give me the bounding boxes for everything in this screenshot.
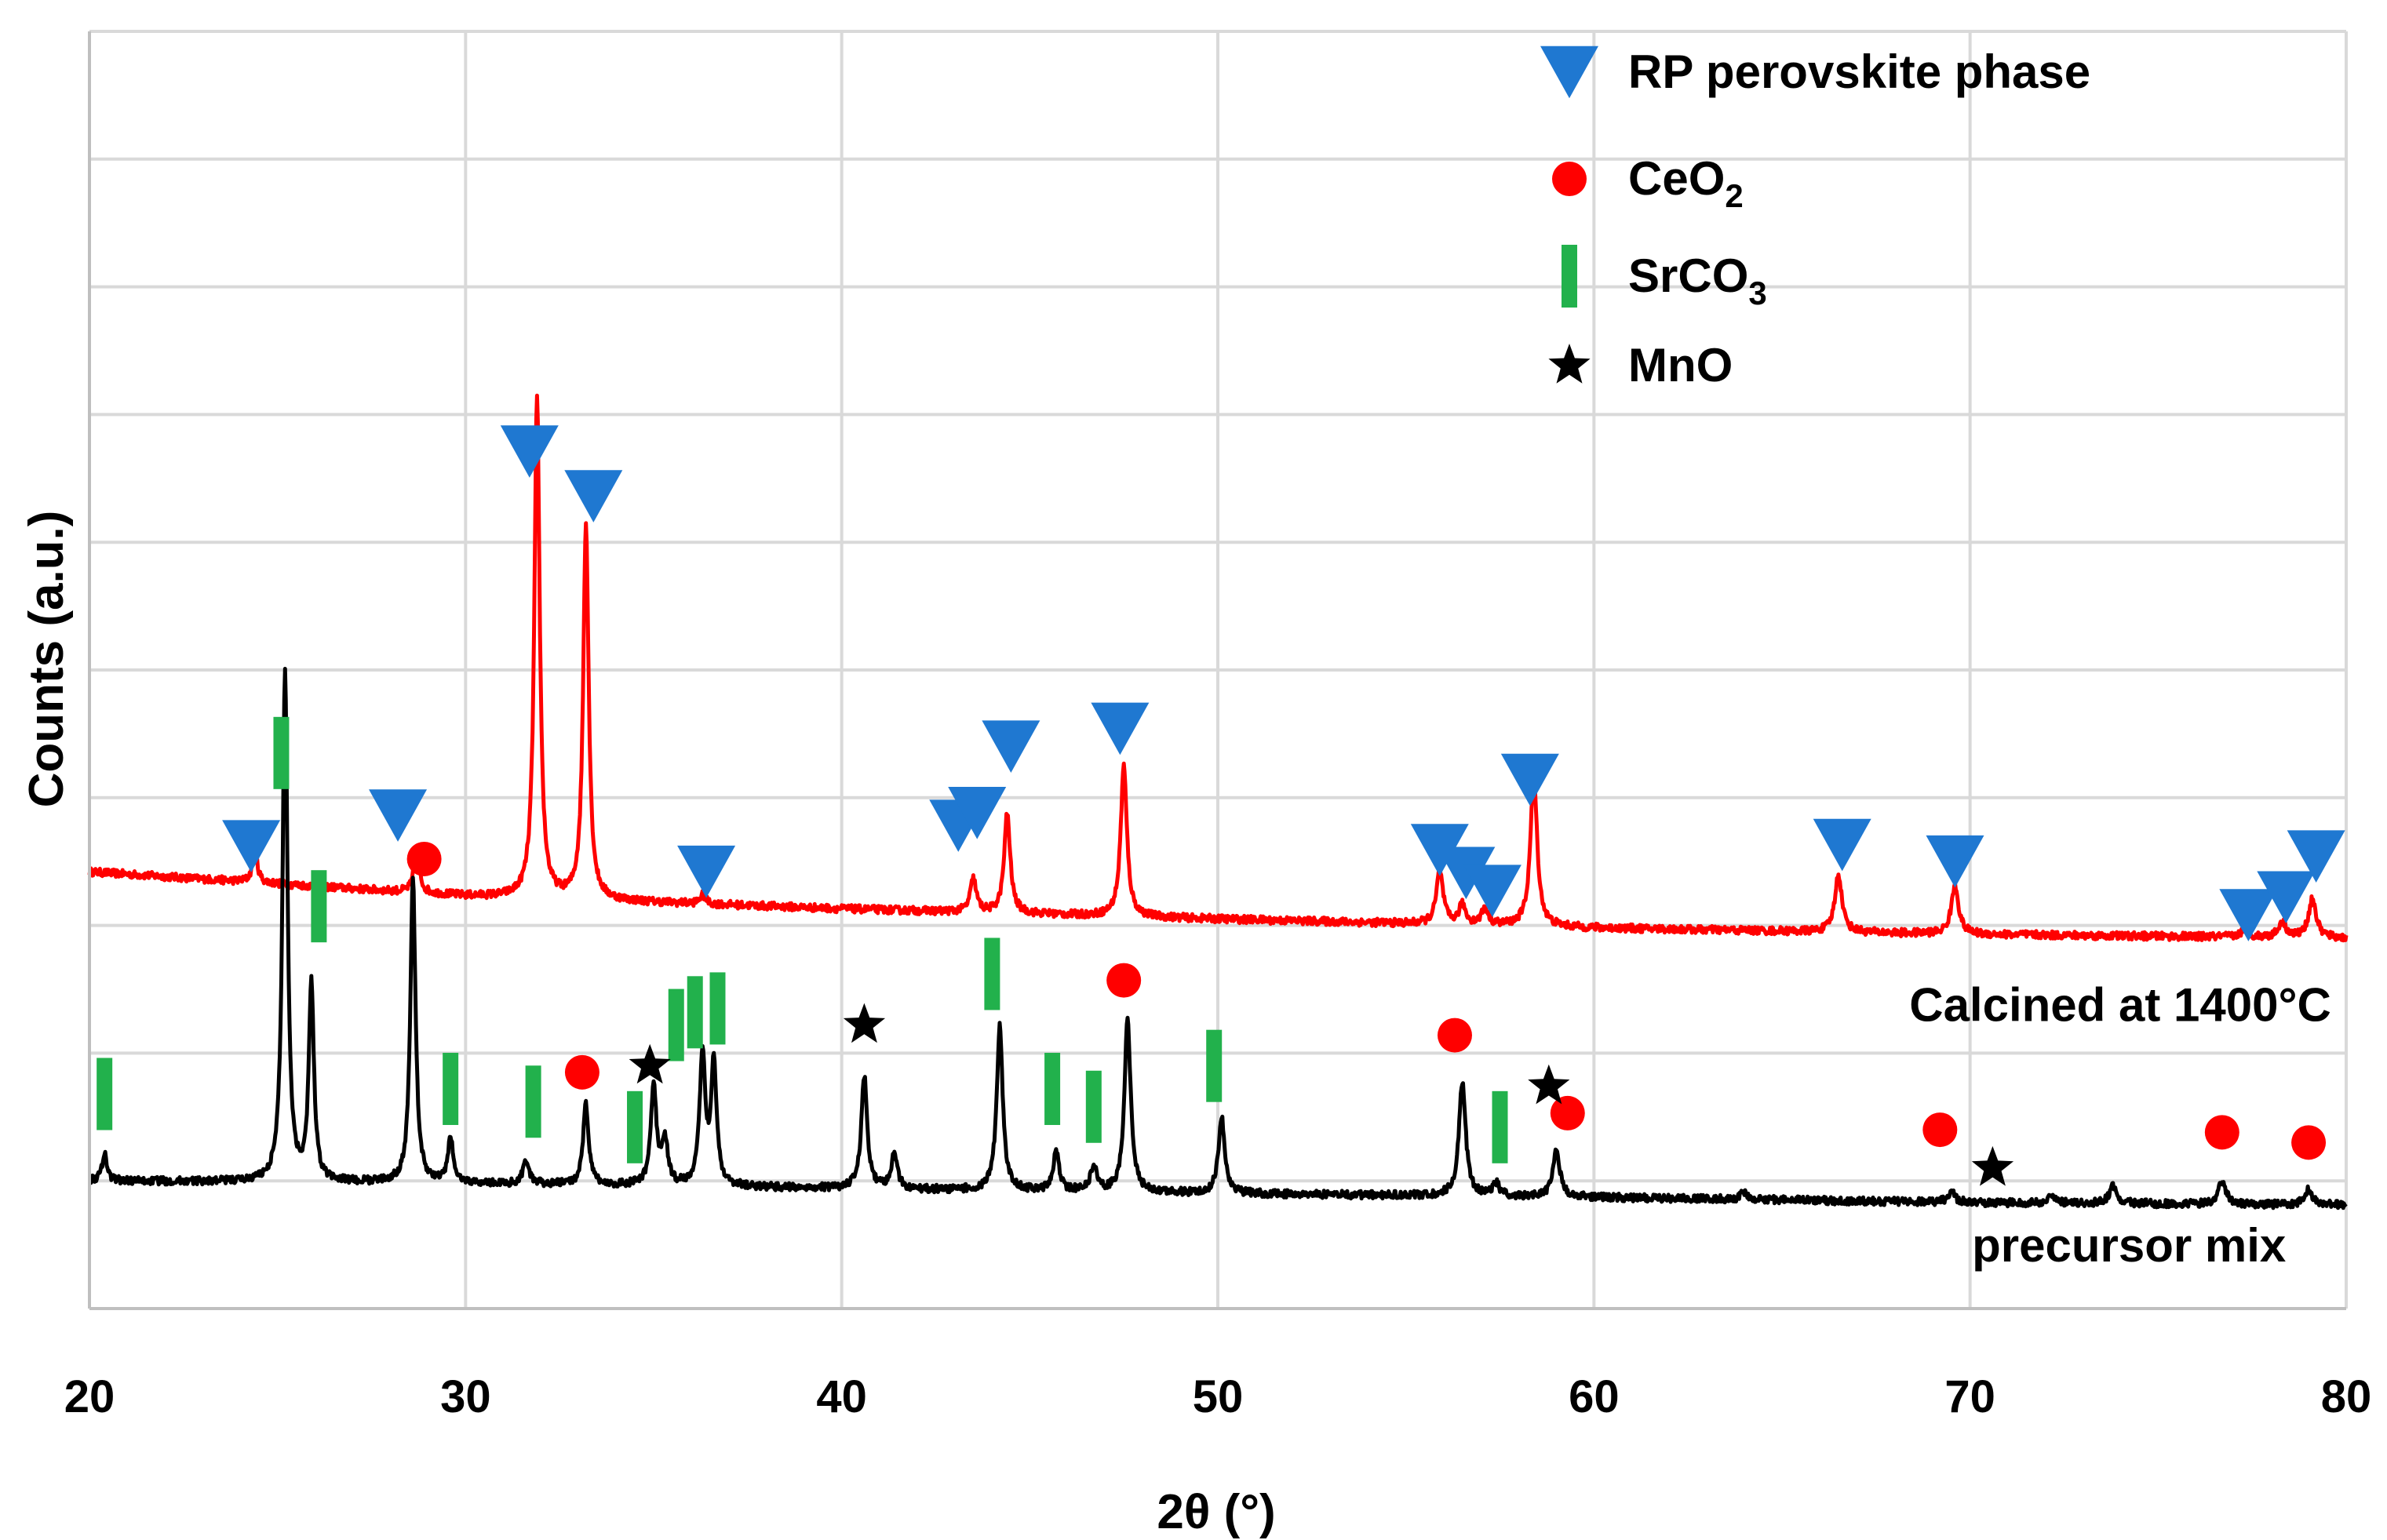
grid-lines [89, 30, 2348, 1309]
x-tick-label: 30 [440, 1371, 491, 1422]
phase-markers [97, 425, 2345, 1186]
legend-label-subscript: 3 [1748, 275, 1766, 311]
srco3-marker [1044, 1052, 1061, 1125]
ceo2-marker [1106, 963, 1142, 998]
srco3-marker [627, 1090, 643, 1163]
rp-perovskite-marker [500, 425, 559, 478]
ceo2-marker [1550, 1095, 1585, 1130]
legend-mno-icon [1548, 344, 1591, 384]
mno-marker [1528, 1064, 1570, 1105]
legend-label: SrCO3 [1628, 249, 1767, 311]
rp-perovskite-marker [677, 845, 736, 898]
series-annotations: Calcined at 1400°C precursor mix [1909, 979, 2331, 1272]
srco3-marker [709, 972, 726, 1045]
srco3-marker [97, 1058, 113, 1130]
mno-marker [1971, 1145, 2014, 1186]
x-tick-label: 50 [1193, 1371, 1244, 1422]
x-tick-labels: 20 30 40 50 60 70 80 [64, 1371, 2372, 1422]
rp-perovskite-marker [948, 787, 1007, 839]
axes [88, 31, 2346, 1310]
ceo2-marker [1922, 1112, 1958, 1148]
legend-label-text: CeO [1628, 152, 1725, 205]
x-tick-label: 40 [816, 1371, 867, 1422]
rp-perovskite-marker [2287, 830, 2345, 883]
series-line-precursor [88, 667, 2348, 1211]
legend-label: MnO [1628, 339, 1733, 391]
ceo2-marker [2291, 1125, 2327, 1160]
legend-label-subscript: 2 [1725, 177, 1743, 214]
rp-perovskite-marker [982, 720, 1040, 773]
series-layer [87, 393, 2349, 1211]
ceo2-marker [564, 1054, 599, 1090]
legend-srco3-icon [1562, 245, 1577, 308]
legend: RP perovskite phase CeO2 SrCO3 MnO [1540, 46, 2090, 391]
srco3-marker [687, 976, 703, 1049]
srco3-marker [1492, 1090, 1508, 1163]
rp-perovskite-marker [1463, 865, 1521, 917]
series-line-calcined [87, 393, 2349, 943]
legend-ceo2-icon [1552, 162, 1587, 196]
rp-perovskite-marker [2257, 871, 2316, 924]
rp-perovskite-marker [1500, 753, 1559, 806]
series-label: Calcined at 1400°C [1909, 979, 2331, 1032]
ceo2-marker [1437, 1018, 1472, 1053]
srco3-marker [1085, 1070, 1102, 1143]
rp-perovskite-marker [1437, 846, 1496, 900]
ceo2-marker [2204, 1115, 2239, 1150]
rp-perovskite-marker [222, 820, 281, 872]
x-tick-label: 80 [2321, 1371, 2372, 1422]
y-axis-title: Counts (a.u.) [20, 511, 74, 808]
series-label: precursor mix [1972, 1219, 2286, 1272]
ceo2-marker [406, 841, 442, 876]
x-tick-label: 60 [1569, 1371, 1620, 1422]
srco3-marker [1206, 1029, 1223, 1102]
rp-perovskite-marker [1813, 818, 1871, 872]
legend-label: RP perovskite phase [1628, 46, 2090, 98]
legend-label-text: MnO [1628, 339, 1733, 391]
legend-label-text: RP perovskite phase [1628, 46, 2090, 98]
mno-marker [629, 1043, 671, 1084]
rp-perovskite-marker [564, 470, 623, 522]
x-tick-label: 70 [1944, 1371, 1995, 1422]
srco3-marker [525, 1065, 541, 1138]
rp-perovskite-marker [1091, 702, 1150, 755]
rp-perovskite-marker [369, 789, 428, 842]
mno-marker [843, 1003, 886, 1043]
srco3-marker [443, 1052, 459, 1125]
srco3-marker [273, 716, 290, 789]
srco3-marker [668, 988, 684, 1061]
legend-label: CeO2 [1628, 152, 1744, 214]
x-tick-label: 20 [64, 1371, 115, 1422]
srco3-marker [311, 870, 327, 943]
legend-rp-icon [1540, 46, 1598, 99]
rp-perovskite-marker [1926, 835, 1984, 888]
rp-perovskite-marker [2219, 889, 2278, 941]
legend-label-text: SrCO [1628, 249, 1748, 302]
x-axis-title: 2θ (°) [1157, 1485, 1275, 1539]
srco3-marker [984, 937, 1000, 1010]
